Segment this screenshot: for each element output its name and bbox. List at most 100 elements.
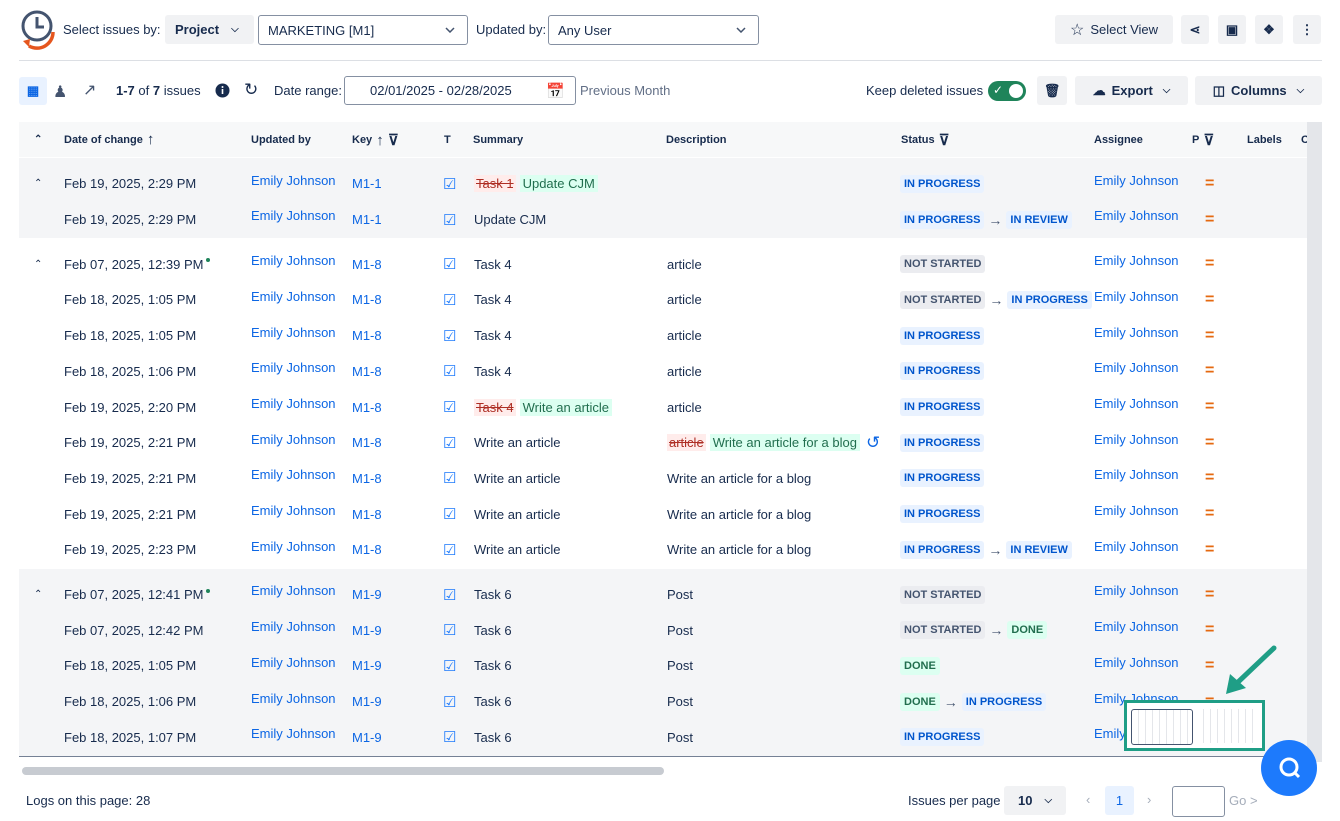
prev-page[interactable]: ‹	[1086, 792, 1091, 807]
updated-by[interactable]: Emily Johnson	[251, 395, 336, 411]
updated-by[interactable]: Emily Johnson	[251, 324, 336, 340]
updated-by[interactable]: Emily Johnson	[251, 467, 336, 483]
issue-key[interactable]: M1-8	[352, 542, 382, 558]
column-header[interactable]: T	[444, 122, 451, 157]
column-header[interactable]: Assignee	[1094, 122, 1143, 157]
issue-key[interactable]: M1-9	[352, 658, 382, 674]
share-button[interactable]: ⋖	[1181, 15, 1209, 44]
assignee[interactable]: Emily Johnson	[1094, 395, 1179, 411]
column-header[interactable]: Date of change ↑	[64, 122, 154, 157]
updated-by[interactable]: Emily Johnson	[251, 538, 336, 554]
export-button[interactable]: ☁ Export ⌵	[1075, 76, 1188, 105]
select-by-dropdown[interactable]: Project ⌵	[165, 15, 254, 44]
revert-icon[interactable]: ↺	[865, 432, 881, 452]
assignee[interactable]: Emily Johnson	[1094, 467, 1179, 483]
assignee[interactable]: Emily Johnson	[1094, 288, 1179, 304]
issue-key[interactable]: M1-8	[352, 292, 382, 308]
pin-button[interactable]: ❖	[1255, 15, 1283, 44]
date-cell: Feb 19, 2025, 2:20 PM	[64, 389, 196, 425]
assignee[interactable]: Emily Johnson	[1094, 172, 1179, 188]
updated-by[interactable]: Emily Johnson	[251, 690, 336, 706]
updated-by[interactable]: Emily Johnson	[251, 172, 336, 188]
go-input[interactable]	[1172, 786, 1225, 817]
assignee[interactable]: Emily Johnson	[1094, 583, 1179, 599]
go-button[interactable]: Go >	[1229, 793, 1258, 808]
assignee[interactable]: Emily Johnson	[1094, 538, 1179, 554]
collapse-group[interactable]: ⌃	[34, 589, 43, 601]
issue-key[interactable]: M1-9	[352, 694, 382, 710]
issue-key[interactable]: M1-8	[352, 435, 382, 451]
more-button[interactable]: ⋮	[1293, 15, 1321, 44]
issue-key[interactable]: M1-1	[352, 176, 382, 192]
assignee[interactable]: Emily Johnson	[1094, 654, 1179, 670]
updated-by[interactable]: Emily Johnson	[251, 208, 336, 224]
assignee[interactable]: Emily Johnson	[1094, 619, 1179, 635]
type-icon: ☑	[443, 622, 457, 640]
vertical-scrollbar[interactable]	[1307, 122, 1322, 762]
chart-view-button[interactable]: ↗	[83, 82, 97, 99]
type-icon: ☑	[443, 363, 457, 381]
refresh-button[interactable]: ↻	[244, 80, 259, 99]
updated-by[interactable]: Emily Johnson	[251, 288, 336, 304]
updated-by[interactable]: Emily Johnson	[251, 253, 336, 269]
assignee[interactable]: Emily Johnson	[1094, 253, 1179, 269]
horizontal-scrollbar[interactable]	[22, 767, 664, 775]
issue-key[interactable]: M1-8	[352, 256, 382, 272]
type-icon: ☑	[443, 399, 457, 417]
updated-by[interactable]: Emily Johnson	[251, 619, 336, 635]
priority-icon: =	[1205, 398, 1215, 416]
issue-key[interactable]: M1-9	[352, 622, 382, 638]
column-header[interactable]: Key ↑ ⊽	[352, 122, 399, 157]
column-header[interactable]: Status ⊽	[901, 122, 950, 157]
collapse-group[interactable]: ⌃	[34, 258, 43, 270]
issue-key[interactable]: M1-9	[352, 729, 382, 745]
issue-key[interactable]: M1-8	[352, 506, 382, 522]
chat-button[interactable]	[1261, 740, 1317, 796]
date-range-input[interactable]: 02/01/2025 - 02/28/2025 📅	[344, 76, 576, 105]
per-page-select[interactable]: 10 ⌵	[1004, 786, 1066, 815]
updated-by[interactable]: Emily Johnson	[251, 583, 336, 599]
users-view-button[interactable]: ♟	[53, 84, 68, 101]
grid-view-button[interactable]: ▦	[19, 77, 47, 105]
updated-by[interactable]: Emily Johnson	[251, 726, 336, 742]
select-view-button[interactable]: ☆ Select View	[1055, 15, 1173, 44]
assignee[interactable]: Emily Johnson	[1094, 208, 1179, 224]
updated-by-select[interactable]: Any User	[548, 15, 759, 45]
description-text: article	[667, 328, 702, 344]
updated-by[interactable]: Emily Johnson	[251, 654, 336, 670]
column-header[interactable]: Description	[666, 122, 727, 157]
issue-key[interactable]: M1-8	[352, 363, 382, 379]
issue-key[interactable]: M1-8	[352, 399, 382, 415]
updated-by[interactable]: Emily Johnson	[251, 360, 336, 376]
issue-key[interactable]: M1-1	[352, 212, 382, 228]
assignee[interactable]: Emily Johnson	[1094, 360, 1179, 376]
columns-button[interactable]: ◫ Columns ⌵	[1195, 76, 1322, 105]
column-header[interactable]: Summary	[473, 122, 523, 157]
updated-by[interactable]: Emily Johnson	[251, 503, 336, 519]
column-header-text: Summary	[473, 133, 524, 146]
project-select[interactable]: MARKETING [M1]	[258, 15, 468, 45]
next-page[interactable]: ›	[1147, 792, 1152, 807]
import-button[interactable]: ▣	[1218, 15, 1246, 44]
issue-key[interactable]: M1-8	[352, 470, 382, 486]
trash-button[interactable]: 🗑	[1037, 76, 1067, 105]
column-header[interactable]: C	[1301, 122, 1307, 157]
page-button[interactable]: 1	[1105, 786, 1134, 815]
collapse-group[interactable]: ⌃	[34, 178, 43, 190]
summary-cell: Write an article	[474, 425, 560, 461]
collapse-all[interactable]: ⌃	[34, 134, 43, 145]
column-header[interactable]: Labels	[1247, 122, 1282, 157]
assignee[interactable]: Emily Johnson	[1094, 503, 1179, 519]
description-cell: article Write an article for a blog ↺	[667, 425, 880, 461]
keep-deleted-toggle[interactable]: ✓	[988, 81, 1026, 101]
column-header[interactable]: P ⊽	[1192, 122, 1214, 157]
issue-key[interactable]: M1-8	[352, 328, 382, 344]
column-header-text: Description	[666, 133, 727, 146]
assignee[interactable]: Emily Johnson	[1094, 431, 1179, 447]
column-header[interactable]: Updated by	[251, 122, 311, 157]
preset-label[interactable]: Previous Month	[580, 83, 671, 98]
issue-key[interactable]: M1-9	[352, 587, 382, 603]
updated-by[interactable]: Emily Johnson	[251, 431, 336, 447]
info-icon[interactable]	[215, 83, 230, 98]
assignee[interactable]: Emily Johnson	[1094, 324, 1179, 340]
